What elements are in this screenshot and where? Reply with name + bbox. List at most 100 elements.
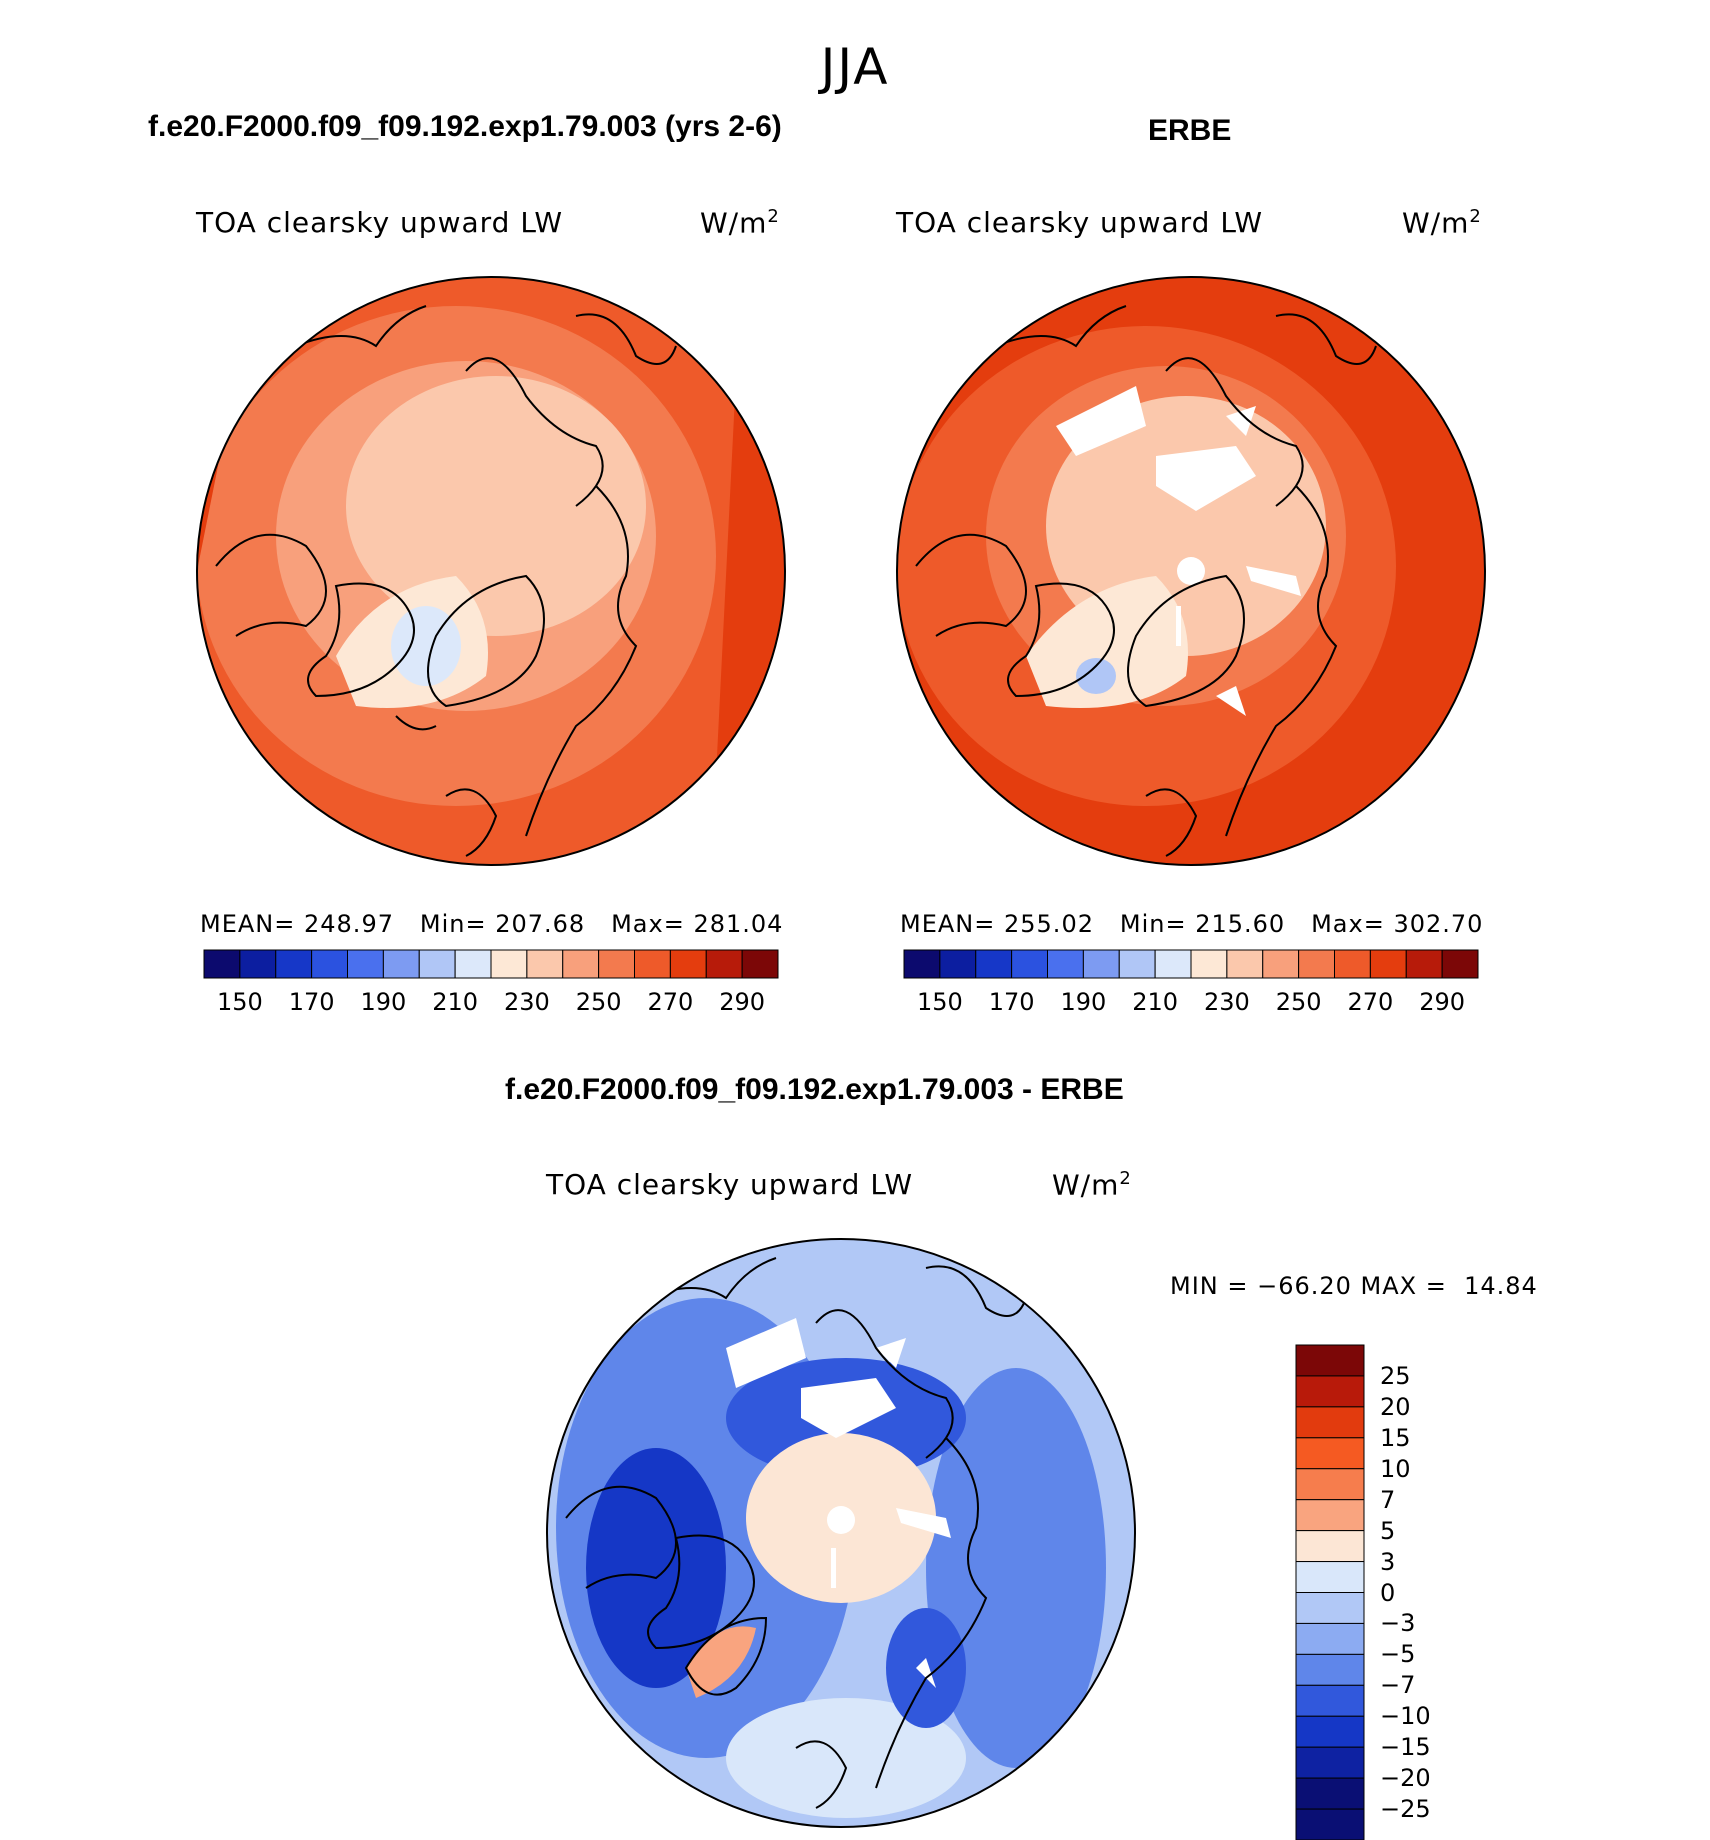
panel2-colorbar-swatch [1154, 949, 1192, 979]
panel2-colorbar-tick-label: 290 [1419, 988, 1466, 1016]
panel2-colorbar-tick-label: 210 [1132, 988, 1179, 1016]
panel2-colorbar-labels: 150 170 190 210 230 250 270 290 [904, 988, 1478, 1018]
panel2-colorbar-tick-label: 190 [1060, 988, 1107, 1016]
diff-colorbar-tick-label: 10 [1380, 1454, 1411, 1483]
panel1-colorbar-tick-label: 250 [575, 988, 622, 1016]
diff-colorbar-swatch [1295, 1777, 1365, 1810]
panel1-colorbar-swatch [275, 949, 313, 979]
diff-colorbar-tick-label: 15 [1380, 1423, 1411, 1452]
diff-colorbar-swatch [1295, 1561, 1365, 1593]
panel2-colorbar-swatch [1405, 949, 1443, 979]
panel2-colorbar-swatch [1082, 949, 1120, 979]
panel2-colorbar-tick-label: 270 [1347, 988, 1394, 1016]
diff-colorbar-tick-label: −25 [1380, 1795, 1431, 1824]
diff-colorbar-tick-label: 25 [1380, 1361, 1411, 1390]
diff-colorbar-tick-label: 0 [1380, 1578, 1396, 1607]
panel1-colorbar-swatch [705, 949, 743, 979]
panel2-colorbar-swatch [1190, 949, 1228, 979]
diff-colorbar-swatch [1295, 1653, 1365, 1686]
panel1-colorbar-swatch [634, 949, 671, 979]
diff-colorbar-swatch [1295, 1715, 1365, 1748]
panel1-colorbar-swatch [418, 949, 456, 979]
diff-colorbar-swatch [1295, 1746, 1365, 1779]
diff-colorbar-swatch [1295, 1808, 1365, 1840]
diff-colorbar-swatch [1295, 1530, 1365, 1563]
panel1-case-title: f.e20.F2000.f09_f09.192.exp1.79.003 (yrs… [148, 110, 782, 143]
panel2-colorbar-swatch [1334, 949, 1371, 979]
panel1-colorbar-tick-label: 230 [503, 988, 550, 1016]
diff-colorbar-tick-label: −20 [1380, 1764, 1431, 1793]
diff-colorbar-labels: 25 20 15 10 7 5 3 0 −3 −5 −7 −10 −15 −20 −25 [1380, 1345, 1480, 1840]
panel2-colorbar-swatch [1047, 949, 1084, 979]
diff-colorbar-tick-label: −15 [1380, 1733, 1431, 1762]
diff-colorbar-tick-label: 20 [1380, 1392, 1411, 1421]
panel1-colorbar-tick-label: 150 [216, 988, 263, 1016]
diff-colorbar-swatch [1295, 1684, 1365, 1717]
panel2-colorbar-swatch [1369, 949, 1407, 979]
panel1-colorbar-tick-label: 210 [432, 988, 479, 1016]
panel1-colorbar-swatch [490, 949, 528, 979]
panel2-colorbar-swatch [1118, 949, 1156, 979]
panel1-colorbar-tick-label: 290 [719, 988, 766, 1016]
diff-variable-label: TOA clearsky upward LW [546, 1168, 914, 1201]
diff-colorbar-swatch [1295, 1406, 1365, 1439]
diff-case-title: f.e20.F2000.f09_f09.192.exp1.79.003 - ER… [505, 1073, 1124, 1106]
panel1-units: W/m2 [700, 206, 780, 240]
panel1-colorbar-tick-label: 190 [360, 988, 407, 1016]
diff-colorbar-swatch [1295, 1437, 1365, 1470]
panel1-colorbar-swatch [526, 949, 564, 979]
diff-units: W/m2 [1052, 1168, 1132, 1202]
panel1-colorbar-swatch [454, 949, 492, 979]
diff-colorbar-tick-label: −7 [1380, 1671, 1416, 1700]
panel1-colorbar-swatch [741, 949, 779, 979]
panel2-colorbar-tick-label: 170 [988, 988, 1035, 1016]
panel1-colorbar-swatch [598, 949, 635, 979]
diff-colorbar-tick-label: 5 [1380, 1516, 1396, 1545]
diff-colorbar [1295, 1344, 1365, 1840]
diff-colorbar-swatch [1295, 1499, 1365, 1532]
panel2-colorbar-swatch [975, 949, 1013, 979]
panel2-variable-label: TOA clearsky upward LW [896, 206, 1264, 239]
panel1-colorbar-tick-label: 270 [647, 988, 694, 1016]
panel2-colorbar-swatch [1298, 949, 1335, 979]
panel2-colorbar-swatch [1011, 949, 1048, 979]
diff-colorbar-swatch [1295, 1375, 1365, 1408]
panel2-colorbar-tick-label: 150 [916, 988, 963, 1016]
diff-colorbar-tick-label: 3 [1380, 1547, 1396, 1576]
diff-colorbar-tick-label: −3 [1380, 1609, 1416, 1638]
panel2-case-title: ERBE [1148, 114, 1232, 147]
panel2-colorbar-tick-label: 250 [1275, 988, 1322, 1016]
panel2-colorbar [903, 949, 1479, 979]
diff-polar-map [546, 1238, 1136, 1828]
panel1-colorbar [203, 949, 779, 979]
panel1-polar-map [196, 276, 786, 866]
panel2-stats: MEAN= 255.02 Min= 215.60 Max= 302.70 [900, 910, 1484, 938]
panel2-colorbar-swatch [1441, 949, 1479, 979]
panel1-colorbar-swatch [562, 949, 600, 979]
diff-colorbar-tick-label: −5 [1380, 1640, 1416, 1669]
panel2-colorbar-tick-label: 230 [1203, 988, 1250, 1016]
diff-colorbar-swatch [1295, 1468, 1365, 1501]
panel2-colorbar-swatch [1262, 949, 1300, 979]
diff-colorbar-swatch [1295, 1592, 1365, 1624]
panel1-variable-label: TOA clearsky upward LW [196, 206, 564, 239]
panel1-colorbar-swatch [311, 949, 348, 979]
panel1-colorbar-swatch [347, 949, 384, 979]
panel2-colorbar-swatch [939, 949, 977, 979]
panel1-colorbar-swatch [239, 949, 277, 979]
panel2-colorbar-swatch [1226, 949, 1264, 979]
diff-colorbar-tick-label: 7 [1380, 1485, 1396, 1514]
diff-colorbar-tick-label: −10 [1380, 1702, 1431, 1731]
panel1-colorbar-labels: 150 170 190 210 230 250 270 290 [204, 988, 778, 1018]
diff-colorbar-swatch [1295, 1622, 1365, 1655]
panel2-polar-map [896, 276, 1486, 866]
panel1-colorbar-swatch [669, 949, 707, 979]
diff-colorbar-swatch [1295, 1344, 1365, 1377]
panel1-colorbar-tick-label: 170 [288, 988, 335, 1016]
panel1-colorbar-swatch [382, 949, 420, 979]
main-title: JJA [820, 38, 890, 96]
panel1-colorbar-swatch [203, 949, 241, 979]
panel2-units: W/m2 [1402, 206, 1482, 240]
panel1-stats: MEAN= 248.97 Min= 207.68 Max= 281.04 [200, 910, 784, 938]
diff-stats: MIN = −66.20 MAX = 14.84 [1170, 1272, 1538, 1300]
